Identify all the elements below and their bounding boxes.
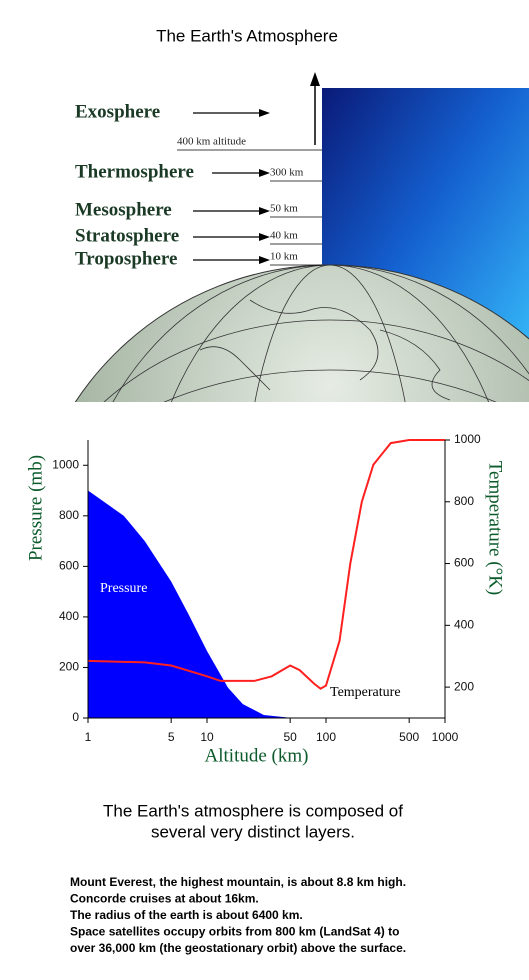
altitude-label: 300 km bbox=[270, 167, 304, 179]
x-axis-label: Altitude (km) bbox=[205, 745, 309, 766]
pointer-head bbox=[259, 109, 270, 117]
layer-label: Stratosphere bbox=[75, 225, 179, 246]
y2-tick-label: 400 bbox=[454, 618, 474, 632]
layer-label: Thermosphere bbox=[75, 161, 194, 182]
pointer-head bbox=[259, 207, 270, 215]
caption: The Earth's atmosphere is composed of bbox=[103, 801, 403, 820]
altitude-label: 40 km bbox=[270, 230, 298, 242]
note: Mount Everest, the highest mountain, is … bbox=[70, 875, 406, 889]
x-tick-label: 50 bbox=[283, 730, 297, 744]
x-tick-label: 100 bbox=[316, 730, 336, 744]
altitude-label: 10 km bbox=[270, 251, 298, 263]
y2-tick-label: 600 bbox=[454, 556, 474, 570]
note: Concorde cruises at about 16km. bbox=[70, 892, 259, 906]
y-tick-label: 400 bbox=[59, 609, 79, 623]
x-tick-label: 1000 bbox=[432, 730, 459, 744]
y2-axis-label: Temperature (°K) bbox=[485, 461, 506, 595]
series-label: Pressure bbox=[100, 581, 147, 596]
caption: several very distinct layers. bbox=[151, 822, 355, 841]
x-tick-label: 5 bbox=[168, 730, 175, 744]
y2-tick-label: 800 bbox=[454, 494, 474, 508]
layer-label: Troposphere bbox=[75, 248, 177, 269]
y-tick-label: 200 bbox=[59, 660, 79, 674]
layer-labels: Exosphere Thermosphere Mesosphere Stratosph… bbox=[75, 101, 322, 269]
y-tick-label: 1000 bbox=[52, 457, 79, 471]
pointer-head bbox=[259, 256, 270, 264]
note: Space satellites occupy orbits from 800 … bbox=[70, 925, 399, 939]
x-tick-label: 10 bbox=[200, 730, 214, 744]
y2-tick-label: 200 bbox=[454, 679, 474, 693]
y-tick-label: 600 bbox=[59, 559, 79, 573]
x-tick-label: 1 bbox=[85, 730, 92, 744]
layer-label: Mesosphere bbox=[75, 199, 172, 220]
diagram bbox=[74, 72, 529, 402]
chart: Pressure Temperature 0 200 400 600 800 1000 200 4… bbox=[25, 432, 505, 766]
altitude-label: 400 km altitude bbox=[177, 136, 246, 148]
line bbox=[87, 439, 445, 690]
arrowhead bbox=[310, 72, 320, 86]
globe-grid bbox=[103, 264, 529, 402]
note: over 36,000 km (the geostationary orbit)… bbox=[70, 941, 406, 955]
pointer-head bbox=[259, 233, 270, 241]
area bbox=[88, 490, 291, 718]
y-axis-label: Pressure (mb) bbox=[25, 455, 46, 561]
altitude-label: 50 km bbox=[270, 203, 298, 215]
layer-label: Exosphere bbox=[75, 101, 160, 122]
pointer-head bbox=[259, 169, 270, 177]
series-label: Temperature bbox=[330, 685, 401, 700]
y2-tick-label: 1000 bbox=[454, 432, 481, 446]
title: The Earth's Atmosphere bbox=[156, 26, 338, 45]
note: The radius of the earth is about 6400 km… bbox=[70, 908, 303, 922]
footer: The Earth's atmosphere is composed of sev… bbox=[70, 801, 406, 955]
y-tick-label: 0 bbox=[72, 710, 79, 724]
x-tick-label: 500 bbox=[399, 730, 419, 744]
y-tick-label: 800 bbox=[59, 508, 79, 522]
